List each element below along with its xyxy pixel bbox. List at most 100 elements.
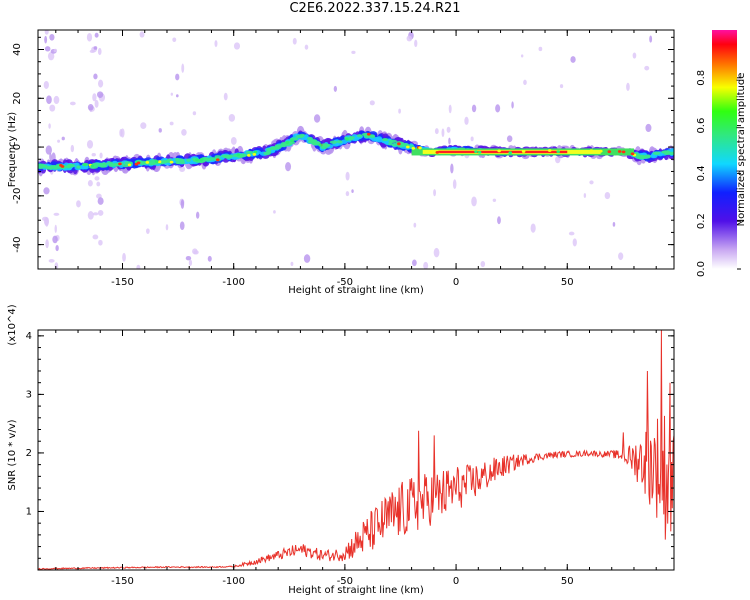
x-tick-label: -150 [111,576,134,587]
hot-spot [318,143,322,147]
hot-spot [477,150,482,154]
noise-blob [139,31,145,38]
ridge-blob [365,134,372,138]
hot-spot [607,150,612,154]
x-tick-label: 50 [561,277,574,288]
noise-blob [49,152,52,161]
noise-blob [273,210,276,214]
noise-blob [175,94,179,98]
colorbar-tick-label: 0.6 [696,118,707,134]
noise-blob [45,145,52,155]
ridge-blob [336,140,343,144]
hot-spot [599,149,603,153]
ridge-blob [223,155,233,159]
noise-blob [520,54,524,58]
noise-blob [61,136,65,141]
noise-blob [169,121,174,126]
noise-blob [97,47,102,56]
noise-blob [304,44,309,50]
noise-blob [230,136,237,145]
noise-blob [45,239,49,249]
heatmap-layer [38,30,674,269]
ridge-blob [76,165,81,169]
noise-blob [91,152,96,157]
hot-spot [59,163,63,167]
noise-blob [181,63,185,73]
ridge-blob [265,150,272,154]
x-tick-label: 0 [453,277,459,288]
hot-spot [508,151,513,155]
hot-spot [556,150,561,154]
noise-blob [46,95,52,104]
noise-blob [471,104,477,113]
noise-blob [53,95,60,105]
bottom-plot-frame [37,329,675,571]
ridge-blob [214,155,221,159]
noise-blob [233,42,241,50]
ridge-blob [66,163,76,168]
noise-blob [96,181,101,187]
noise-blob [76,200,81,208]
top-x-axis-label: Height of straight line (km) [288,285,424,296]
ridge-blob [340,139,348,144]
noise-blob [492,198,497,202]
hot-spot [397,142,401,146]
bottom-x-axis-label: Height of straight line (km) [288,585,424,596]
hot-spot [154,160,159,163]
noise-blob [87,104,94,111]
noise-blob [49,104,56,112]
noise-blob [495,104,501,113]
noise-blob [180,199,185,209]
ridge-blob [238,153,247,157]
noise-blob [572,238,577,247]
ridge-blob [274,144,280,148]
ridge-blob [312,139,317,143]
hot-spot [83,163,87,167]
noise-blob [44,30,49,35]
noise-blob [98,239,103,246]
ridge-blob [112,162,119,167]
hot-spot [118,162,122,166]
y-tick-label: 2 [26,448,32,459]
colorbar-label: Normalized spectral amplitude [736,73,747,227]
noise-blob [589,180,594,185]
hot-spot [497,149,501,153]
noise-blob [179,221,185,230]
noise-blob [333,85,338,92]
ridge-blob [652,151,661,155]
noise-blob [94,32,99,38]
noise-blob [92,212,99,216]
noise-blob [94,176,100,181]
noise-blob [185,255,192,261]
noise-blob [97,91,104,98]
hot-spot [589,149,594,153]
noise-blob [555,156,561,164]
noise-blob [292,37,297,45]
noise-blob [626,82,630,91]
hot-spot [200,157,204,161]
noise-blob [406,35,413,42]
noise-blob [136,264,141,269]
noise-blob [54,224,57,234]
ridge-blob [376,136,383,141]
noise-blob [434,128,439,135]
top-plot-frame [37,29,675,270]
noise-blob [43,187,50,195]
noise-blob [649,35,653,43]
ridge-blob [664,150,670,155]
x-tick-label: -150 [111,277,134,288]
hot-spot [345,137,349,141]
hot-spot [366,132,371,136]
noise-blob [69,101,76,106]
hot-spot [435,150,440,154]
top-y-axis-label: Frequency (Hz) [7,112,18,188]
y-tick-label: 3 [26,389,32,400]
noise-blob [52,235,58,244]
noise-blob [47,51,55,61]
noise-blob [97,209,104,216]
noise-blob [86,139,94,149]
hot-spot [236,153,241,156]
noise-blob [193,250,199,255]
hot-spot [621,150,626,154]
noise-blob [612,221,616,227]
